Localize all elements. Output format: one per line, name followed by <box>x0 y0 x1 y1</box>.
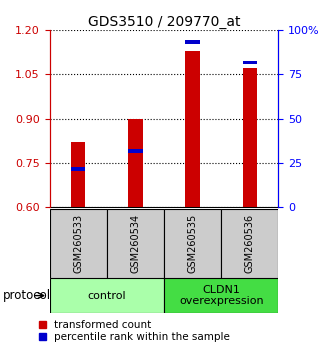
Bar <box>221 209 278 278</box>
Legend: transformed count, percentile rank within the sample: transformed count, percentile rank withi… <box>39 320 230 342</box>
Text: CLDN1
overexpression: CLDN1 overexpression <box>179 285 263 307</box>
Title: GDS3510 / 209770_at: GDS3510 / 209770_at <box>88 15 240 29</box>
Text: control: control <box>87 291 126 301</box>
Bar <box>107 209 164 278</box>
Bar <box>186 40 200 44</box>
Bar <box>243 68 257 207</box>
Text: GSM260534: GSM260534 <box>131 214 140 273</box>
Bar <box>243 61 257 64</box>
Text: GSM260535: GSM260535 <box>188 214 198 273</box>
Bar <box>50 278 164 313</box>
Bar <box>50 209 107 278</box>
Bar <box>128 149 142 153</box>
Bar <box>164 209 221 278</box>
Bar <box>164 278 278 313</box>
Text: GSM260533: GSM260533 <box>73 214 83 273</box>
Bar <box>128 119 142 207</box>
Text: GSM260536: GSM260536 <box>245 214 255 273</box>
Bar <box>71 142 85 207</box>
Text: protocol: protocol <box>3 289 51 302</box>
Bar <box>71 167 85 171</box>
Bar <box>186 51 200 207</box>
